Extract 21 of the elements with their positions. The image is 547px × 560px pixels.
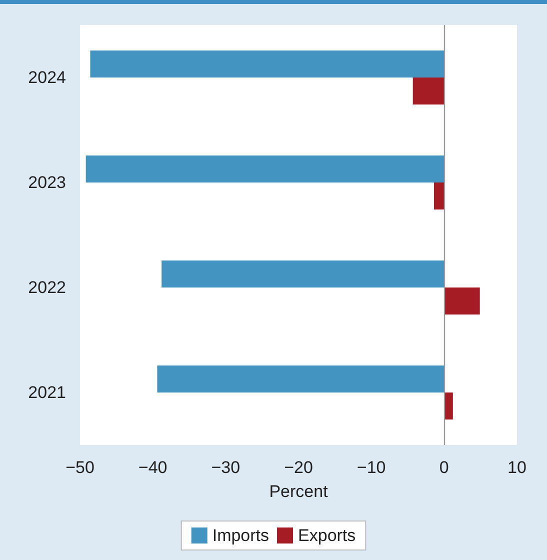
bar	[412, 78, 444, 104]
x-axis-title: Percent	[269, 482, 328, 501]
legend-label: Exports	[298, 526, 356, 545]
y-tick-label: 2022	[28, 278, 66, 297]
x-tick-label: −30	[211, 458, 240, 477]
x-tick-label: −20	[284, 458, 313, 477]
x-tick-label: −40	[138, 458, 168, 477]
bar	[162, 260, 444, 288]
y-tick-label: 2023	[28, 173, 66, 192]
x-tick-label: 0	[439, 458, 449, 477]
bar	[434, 182, 444, 210]
bar	[444, 288, 480, 314]
legend-label: Imports	[212, 526, 270, 545]
y-tick-label: 2021	[28, 383, 66, 402]
x-tick-label: 10	[508, 458, 526, 477]
bar	[90, 50, 444, 78]
x-tick-label: −10	[356, 458, 386, 477]
x-tick-label: −50	[66, 458, 94, 477]
y-tick-label: 2024	[28, 68, 66, 87]
bar	[157, 366, 444, 392]
bar	[86, 156, 444, 182]
